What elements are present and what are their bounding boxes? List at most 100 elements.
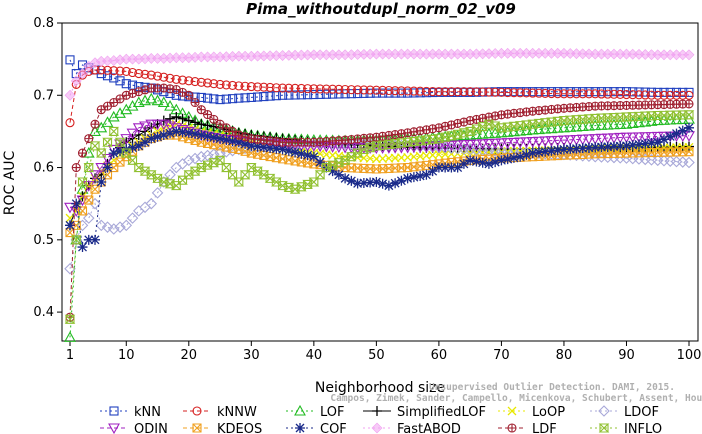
data-point [471, 156, 482, 167]
data-point [265, 91, 275, 101]
data-point [653, 90, 663, 100]
data-point [378, 85, 388, 95]
data-point [521, 149, 532, 160]
data-point [595, 119, 608, 130]
legend-item-odin: ODIN [100, 422, 168, 434]
data-point [358, 177, 369, 188]
series-line [69, 123, 690, 212]
data-point [196, 77, 206, 87]
data-point [482, 127, 495, 139]
data-point [190, 76, 200, 87]
data-point [651, 131, 664, 143]
data-point [421, 86, 431, 96]
legend-item-fastabod: FastABOD [363, 422, 461, 434]
x-tick-label: 80 [556, 348, 573, 363]
data-point [90, 119, 100, 129]
data-point [420, 141, 433, 153]
data-point [252, 141, 263, 152]
data-point [583, 119, 595, 131]
legend-label: COF [320, 422, 347, 434]
legend-marker [192, 423, 202, 433]
data-point [102, 71, 113, 81]
data-point [440, 87, 450, 97]
data-point [115, 76, 125, 86]
series-ldf [65, 83, 694, 322]
data-point [471, 87, 481, 97]
data-point [196, 119, 207, 130]
data-point [77, 242, 88, 253]
data-point [603, 89, 613, 99]
data-point [684, 122, 694, 133]
data-point [195, 150, 208, 163]
data-point [459, 87, 469, 97]
data-point [576, 120, 589, 132]
data-point [220, 162, 232, 173]
data-point [596, 142, 607, 153]
legend-item-knnw: kNNW [183, 405, 257, 420]
data-point [208, 148, 220, 161]
data-point [183, 154, 195, 167]
data-point [234, 81, 244, 91]
data-point [165, 128, 176, 139]
data-point [340, 84, 350, 95]
data-point [95, 148, 107, 158]
y-tick-label: 0.4 [33, 305, 54, 320]
data-point [152, 131, 163, 142]
data-point [228, 94, 238, 104]
data-point [246, 92, 256, 102]
data-point [465, 87, 475, 97]
data-point [608, 141, 619, 152]
data-point [271, 83, 281, 93]
data-point [89, 141, 101, 151]
legend-item-kdeos: KDEOS [183, 422, 262, 434]
data-point [265, 143, 276, 154]
data-point [133, 140, 144, 151]
data-point [258, 142, 269, 153]
data-point [64, 314, 76, 324]
data-point [120, 103, 133, 115]
data-point [628, 90, 638, 100]
data-point [539, 122, 552, 134]
data-point [626, 132, 639, 144]
plot-frame [61, 22, 699, 342]
data-point [65, 228, 75, 238]
data-point [127, 67, 138, 78]
data-point [684, 90, 694, 100]
data-point [115, 66, 125, 76]
data-point [90, 184, 100, 194]
data-point [139, 121, 151, 133]
data-point [102, 162, 113, 173]
data-point [183, 115, 194, 126]
data-point [407, 142, 420, 154]
data-point [509, 88, 519, 98]
data-point [346, 85, 356, 95]
data-point [434, 87, 444, 97]
data-point [432, 141, 445, 152]
data-point [589, 119, 602, 131]
x-tick-label: 50 [368, 348, 385, 363]
data-point [315, 157, 326, 168]
data-point [520, 137, 533, 148]
data-point [508, 152, 519, 163]
data-point [140, 137, 151, 148]
legend-marker [294, 404, 306, 416]
data-point [570, 134, 583, 146]
data-point [626, 117, 639, 129]
data-point [201, 149, 214, 162]
data-point [309, 84, 319, 94]
data-point [659, 90, 669, 100]
legend-label: LoOP [532, 405, 565, 420]
data-point [239, 170, 251, 180]
data-point [571, 143, 582, 154]
data-point [558, 144, 569, 155]
data-point [614, 118, 627, 130]
data-point [215, 133, 226, 144]
data-point [71, 198, 82, 209]
y-tick-label: 0.6 [33, 161, 54, 176]
data-point [521, 88, 531, 98]
data-point [246, 140, 257, 151]
legend-label: ODIN [134, 422, 168, 434]
data-point [365, 177, 376, 188]
data-point [633, 132, 645, 144]
data-point [634, 90, 644, 100]
